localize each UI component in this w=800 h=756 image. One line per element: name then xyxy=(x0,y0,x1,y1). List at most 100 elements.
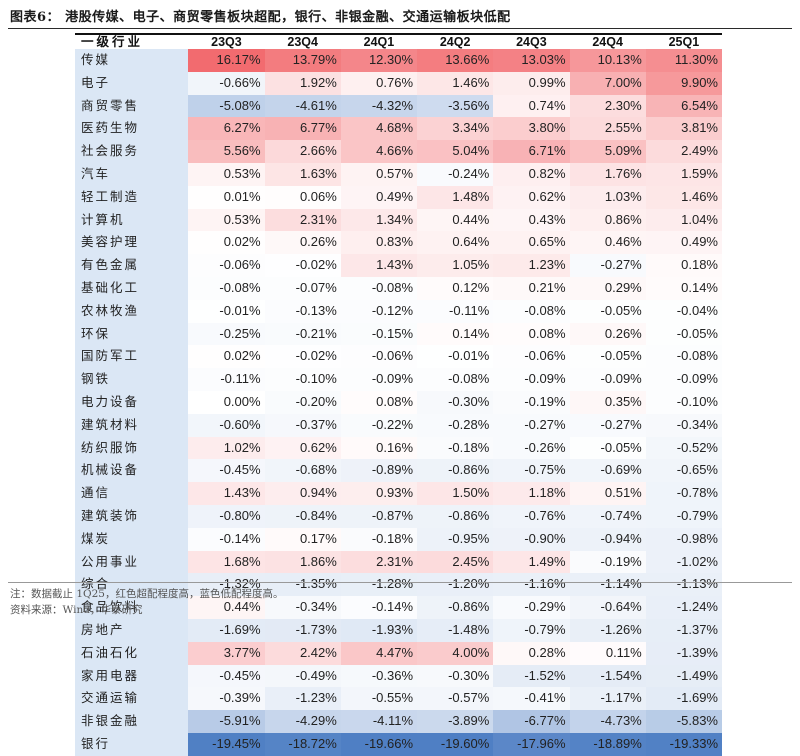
value-cell: 0.74% xyxy=(493,94,570,118)
table-row: 交通运输 -0.39% -1.23% -0.55% -0.57% -0.41% -1.17%… xyxy=(75,687,722,711)
value-cell: 1.86% xyxy=(264,550,341,574)
value-cell: -0.08% xyxy=(493,299,570,323)
value-cell: -0.18% xyxy=(417,436,494,460)
value-cell: -4.73% xyxy=(569,710,646,733)
value-cell: 1.34% xyxy=(340,208,418,232)
value-cell: 1.76% xyxy=(569,162,646,186)
value-cell: -18.89% xyxy=(569,732,646,756)
value-cell: -0.69% xyxy=(569,459,646,483)
value-cell: -17.96% xyxy=(493,732,570,756)
value-cell: -0.64% xyxy=(569,596,646,619)
value-cell: -1.24% xyxy=(645,596,722,619)
value-cell: 4.00% xyxy=(417,641,494,665)
value-cell: -0.09% xyxy=(569,368,646,391)
value-cell: -0.76% xyxy=(493,504,570,528)
value-cell: -0.78% xyxy=(645,482,722,505)
industry-cell: 纺织服饰 xyxy=(75,436,189,460)
value-cell: -1.16% xyxy=(493,573,570,597)
value-cell: 0.16% xyxy=(340,436,418,460)
value-cell: -0.14% xyxy=(340,596,418,619)
value-cell: -4.11% xyxy=(340,710,418,733)
value-cell: -1.37% xyxy=(645,618,722,642)
value-cell: -0.01% xyxy=(188,299,265,323)
value-cell: -0.84% xyxy=(264,504,341,528)
table-row: 机械设备 -0.45% -0.68% -0.89% -0.86% -0.75% -0.69%… xyxy=(75,459,722,483)
industry-cell: 非银金融 xyxy=(75,710,189,733)
table-row: 房地产 -1.69% -1.73% -1.93% -1.48% -0.79% -1.26% -… xyxy=(75,618,722,642)
industry-cell: 国防军工 xyxy=(75,345,189,369)
value-cell: 0.18% xyxy=(645,254,722,277)
value-cell: 5.04% xyxy=(417,140,494,163)
industry-cell: 建筑材料 xyxy=(75,413,189,437)
value-cell: 6.77% xyxy=(264,117,341,141)
value-cell: -4.29% xyxy=(264,710,341,733)
value-cell: -0.06% xyxy=(188,254,265,277)
value-cell: -0.52% xyxy=(645,436,722,460)
header-col: 24Q3 xyxy=(493,35,570,49)
table-row: 国防军工 0.02% -0.02% -0.06% -0.01% -0.06% -0.05% -… xyxy=(75,345,722,369)
value-cell: 1.92% xyxy=(264,71,341,95)
industry-cell: 医药生物 xyxy=(75,117,189,141)
industry-cell: 计算机 xyxy=(75,208,189,232)
value-cell: -0.26% xyxy=(493,436,570,460)
industry-cell: 环保 xyxy=(75,322,189,346)
value-cell: -0.79% xyxy=(645,504,722,528)
value-cell: 0.14% xyxy=(417,322,494,346)
value-cell: -0.86% xyxy=(417,504,494,528)
value-cell: 1.05% xyxy=(417,254,494,277)
value-cell: 0.11% xyxy=(569,641,646,665)
table-row: 电力设备 0.00% -0.20% 0.08% -0.30% -0.19% 0.35% -0.… xyxy=(75,390,722,414)
value-cell: -0.25% xyxy=(188,322,265,346)
value-cell: 0.17% xyxy=(264,527,341,551)
value-cell: -0.37% xyxy=(264,413,341,437)
industry-cell: 交通运输 xyxy=(75,687,189,711)
value-cell: -0.80% xyxy=(188,504,265,528)
value-cell: 0.14% xyxy=(645,276,722,300)
industry-cell: 石油石化 xyxy=(75,641,189,665)
value-cell: -18.72% xyxy=(264,732,341,756)
value-cell: -4.32% xyxy=(340,94,418,118)
value-cell: 0.86% xyxy=(569,208,646,232)
value-cell: 1.43% xyxy=(188,482,265,505)
value-cell: -1.32% xyxy=(188,573,265,597)
value-cell: -1.93% xyxy=(340,618,418,642)
allocation-table: 一级行业 23Q3 23Q4 24Q1 24Q2 24Q3 24Q4 25Q1 … xyxy=(75,35,722,756)
table-row: 石油石化 3.77% 2.42% 4.47% 4.00% 0.28% 0.11% -1.39% xyxy=(75,641,722,665)
value-cell: -0.57% xyxy=(417,687,494,711)
table-row: 农林牧渔 -0.01% -0.13% -0.12% -0.11% -0.08% -0.05%… xyxy=(75,299,722,323)
value-cell: -1.49% xyxy=(645,664,722,688)
value-cell: -1.69% xyxy=(645,687,722,711)
value-cell: 0.08% xyxy=(493,322,570,346)
value-cell: 2.31% xyxy=(340,550,418,574)
value-cell: -0.28% xyxy=(417,413,494,437)
table-row: 综合 -1.32% -1.35% -1.28% -1.20% -1.16% -1.14% -1… xyxy=(75,573,722,597)
value-cell: 0.83% xyxy=(340,231,418,255)
value-cell: -0.30% xyxy=(417,390,494,414)
value-cell: 0.35% xyxy=(569,390,646,414)
value-cell: 2.45% xyxy=(417,550,494,574)
value-cell: 4.47% xyxy=(340,641,418,665)
value-cell: -0.90% xyxy=(493,527,570,551)
value-cell: -0.05% xyxy=(645,322,722,346)
value-cell: -0.08% xyxy=(417,368,494,391)
value-cell: 13.66% xyxy=(417,49,494,72)
industry-cell: 汽车 xyxy=(75,162,189,186)
value-cell: 0.06% xyxy=(264,185,341,209)
industry-cell: 电子 xyxy=(75,71,189,95)
value-cell: 5.56% xyxy=(188,140,265,163)
value-cell: -1.35% xyxy=(264,573,341,597)
value-cell: -0.13% xyxy=(264,299,341,323)
value-cell: 1.63% xyxy=(264,162,341,186)
value-cell: -0.02% xyxy=(264,345,341,369)
value-cell: 12.30% xyxy=(340,49,418,72)
table-row: 食品饮料 0.44% -0.34% -0.14% -0.86% -0.29% -0.64% -… xyxy=(75,596,722,619)
value-cell: -0.18% xyxy=(340,527,418,551)
value-cell: -0.49% xyxy=(264,664,341,688)
value-cell: -1.17% xyxy=(569,687,646,711)
table-row: 纺织服饰 1.02% 0.62% 0.16% -0.18% -0.26% -0.05% -0.… xyxy=(75,436,722,460)
table-row: 非银金融 -5.91% -4.29% -4.11% -3.89% -6.77% -4.73%… xyxy=(75,710,722,733)
value-cell: -0.19% xyxy=(493,390,570,414)
value-cell: 0.53% xyxy=(188,208,265,232)
value-cell: 0.51% xyxy=(569,482,646,505)
value-cell: -1.23% xyxy=(264,687,341,711)
